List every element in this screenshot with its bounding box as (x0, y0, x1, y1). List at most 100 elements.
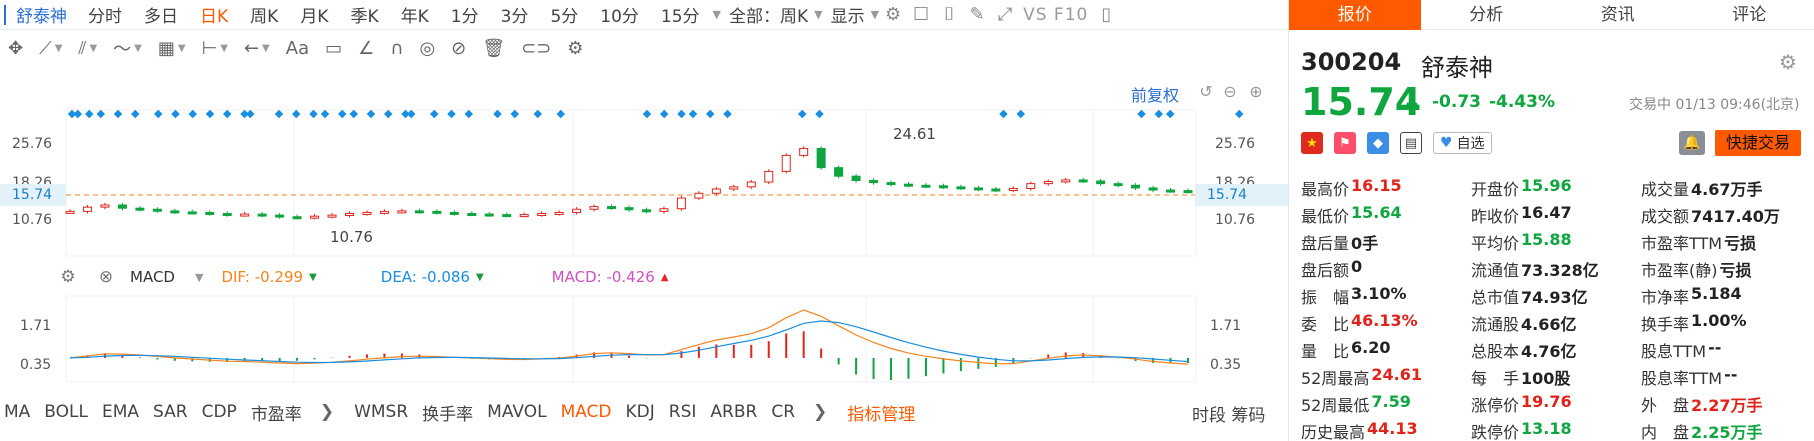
period-10min[interactable]: 10分 (600, 7, 639, 27)
macd-close-icon[interactable]: ⊗ (98, 267, 114, 287)
period-daily-k[interactable]: 日K (200, 7, 229, 27)
fullscreen-icon[interactable]: ⤢ (997, 4, 1013, 25)
event-marker[interactable] (798, 109, 807, 119)
adjust-mode-button[interactable]: 前复权 (1131, 86, 1180, 105)
settings-gear-icon[interactable]: ⚙ (885, 4, 902, 25)
event-marker[interactable] (1137, 109, 1146, 119)
indicator-wmsr[interactable]: WMSR (354, 402, 409, 422)
indicator-cr[interactable]: CR (771, 402, 796, 422)
macd-settings-icon[interactable]: ⚙ (60, 267, 76, 287)
event-marker[interactable] (349, 109, 358, 119)
event-marker[interactable] (642, 109, 652, 119)
event-marker[interactable] (660, 109, 669, 119)
chevron-down-icon[interactable]: ▼ (870, 8, 880, 21)
move-cross-icon[interactable]: ✥ (8, 37, 24, 59)
indicator-arbr[interactable]: ARBR (710, 402, 758, 422)
period-5min[interactable]: 5分 (550, 7, 579, 27)
event-marker[interactable] (688, 109, 698, 119)
event-marker[interactable] (154, 109, 163, 119)
chevron-right-icon[interactable]: ❯ (319, 402, 335, 422)
magnet-icon[interactable]: ∩ (390, 37, 404, 59)
event-marker[interactable] (723, 109, 732, 119)
event-marker[interactable] (1235, 109, 1244, 119)
period-intraday[interactable]: 分时 (88, 7, 122, 27)
stock-name[interactable]: 舒泰神 (0, 2, 77, 27)
event-marker[interactable] (205, 109, 215, 119)
period-15min[interactable]: 15分 (660, 7, 700, 27)
event-marker[interactable] (366, 109, 376, 119)
period-quarterly-k[interactable]: 季K (350, 7, 379, 27)
period-monthly-k[interactable]: 月K (300, 7, 329, 27)
indicator-mavol[interactable]: MAVOL (487, 402, 547, 422)
alert-bell-icon[interactable]: 🔔 (1679, 131, 1705, 155)
event-marker[interactable] (274, 109, 284, 119)
indicator-kdj[interactable]: KDJ (625, 402, 655, 422)
wave-tool-icon[interactable]: 〜 ▼ (113, 39, 142, 60)
display-dropdown[interactable]: 显示 (830, 7, 865, 27)
eye-icon[interactable]: ◎ (419, 37, 436, 59)
angle-tool-icon[interactable]: ∠ (358, 37, 375, 59)
hide-icon[interactable]: ⊘ (451, 37, 467, 59)
link-icon[interactable]: ⊂⊃ (521, 37, 552, 59)
compare-f10-button[interactable]: VS F10 (1023, 4, 1089, 25)
event-marker[interactable] (999, 109, 1008, 119)
event-marker[interactable] (223, 109, 232, 119)
indicator-cdp[interactable]: CDP (201, 402, 237, 422)
text-tool-icon[interactable]: Aa (285, 37, 310, 59)
range-dropdown[interactable]: 全部：周K (729, 7, 809, 27)
hk-connect-icon[interactable]: ⚑ (1334, 132, 1356, 154)
event-marker[interactable] (1166, 109, 1175, 119)
tab-comments[interactable]: 评论 (1732, 5, 1767, 25)
event-marker[interactable] (464, 109, 473, 119)
chevron-down-icon[interactable]: ▼ (194, 270, 204, 284)
event-marker[interactable] (815, 109, 824, 119)
event-marker[interactable] (73, 109, 82, 119)
event-marker[interactable] (533, 109, 542, 119)
range-tool-icon[interactable]: ⊢ ▼ (201, 37, 228, 59)
add-watchlist-button[interactable]: ♥ 自选 (1433, 132, 1492, 154)
chevron-right-icon[interactable]: ❯ (813, 402, 828, 422)
arrow-tool-icon[interactable]: ← ▼ (243, 37, 270, 59)
kline-chart[interactable]: 24.61 10.76 (0, 0, 1288, 441)
indicator-turnover[interactable]: 换手率 (422, 404, 474, 425)
event-marker[interactable] (292, 109, 301, 119)
period-1min[interactable]: 1分 (450, 7, 479, 27)
event-marker[interactable] (96, 109, 105, 119)
indicator-ema[interactable]: EMA (101, 402, 140, 422)
period-multiday[interactable]: 多日 (144, 7, 178, 27)
event-marker[interactable] (677, 109, 686, 119)
quick-trade-button[interactable]: 快捷交易 (1715, 130, 1801, 156)
indicator-rsi[interactable]: RSI (668, 402, 697, 422)
camera-icon[interactable]: ⌷ (943, 4, 955, 25)
period-yearly-k[interactable]: 年K (400, 7, 429, 27)
zoom-in-icon[interactable]: ⊕ (1249, 82, 1263, 101)
tab-news[interactable]: 资讯 (1600, 5, 1635, 25)
event-marker[interactable] (706, 109, 715, 119)
indicator-pe[interactable]: 市盈率 (250, 404, 302, 425)
indicator-sar[interactable]: SAR (153, 402, 188, 422)
event-marker[interactable] (338, 109, 347, 119)
event-marker[interactable] (430, 109, 439, 119)
event-marker[interactable] (401, 109, 410, 119)
event-marker[interactable] (85, 109, 94, 119)
event-markers[interactable] (67, 109, 1244, 119)
event-marker[interactable] (384, 109, 393, 119)
undo-icon[interactable]: ↺ (1199, 82, 1213, 101)
china-flag-icon[interactable]: ★ (1301, 132, 1323, 154)
indicator-macd[interactable]: MACD (560, 402, 612, 422)
period-chips-button[interactable]: 时段 筹码 (1192, 406, 1266, 426)
event-marker[interactable] (240, 109, 249, 119)
comment-icon[interactable]: ▭ (325, 37, 343, 59)
tag-icon[interactable]: ◆ (1367, 132, 1389, 154)
tab-analysis[interactable]: 分析 (1469, 5, 1504, 25)
zoom-out-icon[interactable]: ⊖ (1223, 82, 1237, 101)
event-marker[interactable] (407, 109, 416, 119)
indicator-boll[interactable]: BOLL (44, 402, 88, 422)
indicator-manage-button[interactable]: 指标管理 (847, 404, 916, 425)
tab-quote[interactable]: 报价 (1289, 0, 1421, 30)
event-marker[interactable] (510, 109, 519, 119)
sidebar-toggle-icon[interactable]: ▯ (1101, 4, 1112, 25)
chevron-down-icon[interactable]: ▼ (712, 8, 722, 21)
indicator-ma[interactable]: MA (4, 402, 31, 422)
channel-tool-icon[interactable]: ⫽ ▼ (78, 37, 98, 59)
